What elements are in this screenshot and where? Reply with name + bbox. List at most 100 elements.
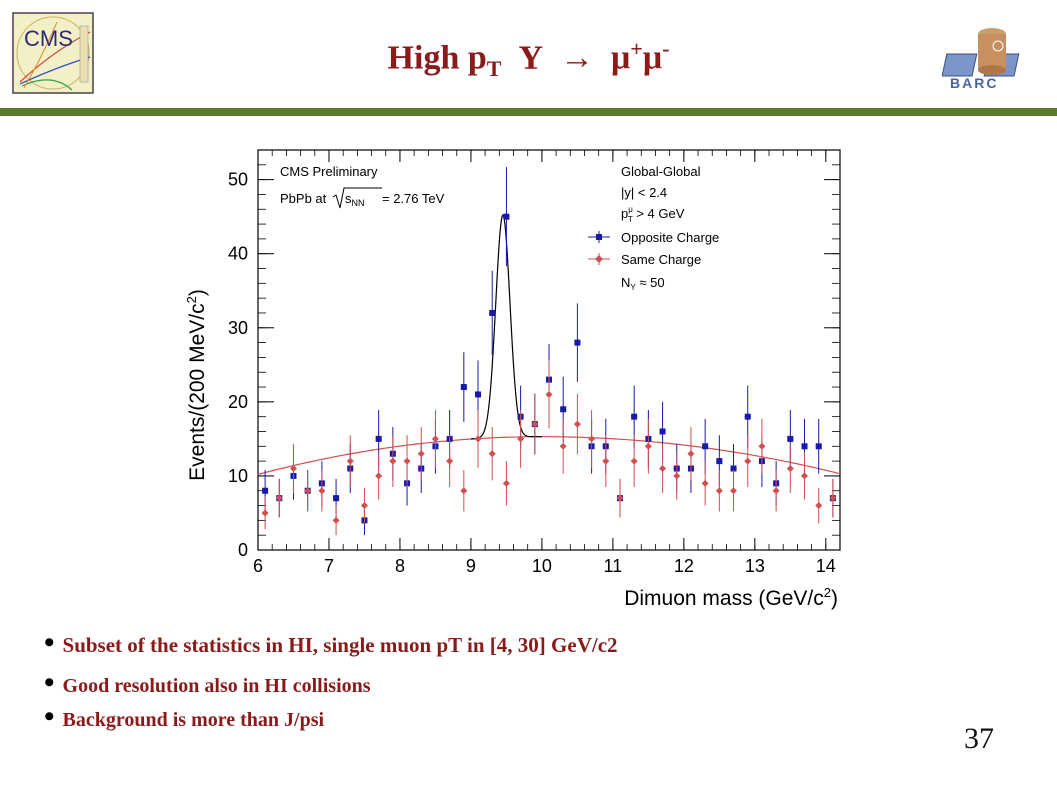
data-point bbox=[261, 509, 269, 517]
data-point bbox=[460, 384, 467, 391]
data-point bbox=[332, 516, 340, 524]
data-point bbox=[375, 472, 383, 480]
data-point bbox=[574, 339, 581, 346]
data-point bbox=[815, 443, 822, 450]
legend-label-same: Same Charge bbox=[621, 252, 701, 267]
bullet-dot-icon: • bbox=[44, 700, 55, 733]
data-point bbox=[715, 487, 723, 495]
svg-text:BARC: BARC bbox=[950, 75, 998, 91]
y-tick-label: 40 bbox=[228, 244, 248, 264]
data-point bbox=[460, 487, 468, 495]
x-tick-label: 11 bbox=[604, 556, 623, 576]
x-tick-label: 13 bbox=[745, 556, 765, 576]
svg-text:CMS: CMS bbox=[24, 26, 73, 51]
svg-text:pμT > 4 GeV: pμ T > 4 GeV bbox=[621, 205, 685, 224]
legend: Opposite Charge Same Charge NΥ ≈ 50 bbox=[588, 230, 719, 292]
series-opposite-charge bbox=[262, 167, 836, 536]
y-tick-label: 0 bbox=[238, 540, 248, 560]
data-point bbox=[801, 472, 809, 480]
svg-text:= 2.76 TeV: = 2.76 TeV bbox=[382, 191, 445, 206]
svg-text:Global-Global: Global-Global bbox=[621, 164, 701, 179]
x-tick-label: 7 bbox=[324, 556, 334, 576]
bullet-list: • Subset of the statistics in HI, single… bbox=[44, 628, 944, 736]
data-point bbox=[431, 435, 439, 443]
x-tick-label: 12 bbox=[674, 556, 694, 576]
data-point bbox=[588, 435, 596, 443]
data-point bbox=[346, 457, 354, 465]
bullet-dot-icon: • bbox=[44, 666, 55, 699]
data-point bbox=[488, 450, 496, 458]
data-point bbox=[744, 413, 751, 420]
background-fit-curve bbox=[257, 436, 841, 476]
data-point bbox=[631, 413, 638, 420]
yield-label: NΥ ≈ 50 bbox=[621, 275, 665, 292]
data-point bbox=[716, 458, 723, 465]
data-point bbox=[318, 487, 326, 495]
data-point bbox=[616, 494, 624, 502]
x-axis-label: Dimuon mass (GeV/c2) bbox=[624, 585, 838, 610]
y-tick-label: 10 bbox=[228, 466, 248, 486]
selection-labels: Global-Global |y| < 2.4 pμ T > 4 GeV bbox=[621, 164, 701, 224]
data-point bbox=[304, 487, 312, 495]
x-tick-label: 14 bbox=[816, 556, 836, 576]
data-point bbox=[801, 443, 808, 450]
header-divider bbox=[0, 108, 1057, 116]
data-point bbox=[503, 213, 510, 220]
data-point bbox=[446, 457, 454, 465]
data-point bbox=[333, 495, 340, 502]
collision-energy-label: PbPb at sNN = 2.76 TeV bbox=[280, 187, 445, 209]
data-point bbox=[489, 309, 496, 316]
data-point bbox=[730, 487, 738, 495]
data-point bbox=[772, 487, 780, 495]
data-point bbox=[559, 442, 567, 450]
y-tick-label: 50 bbox=[228, 170, 248, 190]
data-point bbox=[360, 502, 368, 510]
data-point bbox=[673, 472, 681, 480]
svg-text:sNN: sNN bbox=[345, 191, 365, 208]
data-point bbox=[560, 406, 567, 413]
data-point bbox=[262, 487, 269, 494]
data-point bbox=[730, 465, 737, 472]
bullet-item: • Subset of the statistics in HI, single… bbox=[44, 626, 618, 659]
cms-preliminary-label: CMS Preliminary bbox=[280, 164, 378, 179]
data-point bbox=[787, 435, 794, 442]
legend-marker-opposite bbox=[596, 234, 602, 240]
y-tick-label: 30 bbox=[228, 318, 248, 338]
cms-logo: CMS bbox=[12, 12, 94, 94]
svg-text:PbPb at: PbPb at bbox=[280, 191, 327, 206]
series-same-charge bbox=[261, 360, 837, 536]
data-point bbox=[545, 390, 553, 398]
data-point bbox=[630, 457, 638, 465]
slide-title: High pT Υ → μ+μ- bbox=[387, 36, 670, 82]
y-axis-label: Events/(200 MeV/c2) bbox=[184, 289, 209, 481]
data-point bbox=[417, 450, 425, 458]
data-point bbox=[602, 457, 610, 465]
data-point bbox=[502, 479, 510, 487]
data-point bbox=[659, 465, 667, 473]
data-point bbox=[687, 450, 695, 458]
barc-logo: BARC bbox=[942, 28, 1020, 91]
x-tick-label: 6 bbox=[253, 556, 263, 576]
data-point bbox=[475, 391, 482, 398]
data-point bbox=[644, 442, 652, 450]
data-point bbox=[474, 435, 482, 443]
legend-label-opposite: Opposite Charge bbox=[621, 230, 719, 245]
data-point bbox=[389, 457, 397, 465]
sqrt-sign bbox=[332, 187, 382, 209]
data-point bbox=[375, 435, 382, 442]
page-number: 37 bbox=[964, 722, 994, 755]
x-tick-label: 8 bbox=[395, 556, 405, 576]
data-point bbox=[815, 502, 823, 510]
data-point bbox=[289, 465, 297, 473]
svg-text:|y| < 2.4: |y| < 2.4 bbox=[621, 185, 667, 200]
bullet-item: • Background is more than J/psi bbox=[44, 700, 325, 733]
data-point bbox=[829, 494, 837, 502]
data-point bbox=[573, 420, 581, 428]
x-tick-label: 9 bbox=[466, 556, 476, 576]
y-tick-label: 20 bbox=[228, 392, 248, 412]
data-point bbox=[403, 457, 411, 465]
bullet-item: • Good resolution also in HI collisions bbox=[44, 666, 371, 699]
data-point bbox=[701, 479, 709, 487]
x-tick-label: 10 bbox=[532, 556, 552, 576]
bullet-dot-icon: • bbox=[44, 626, 55, 659]
